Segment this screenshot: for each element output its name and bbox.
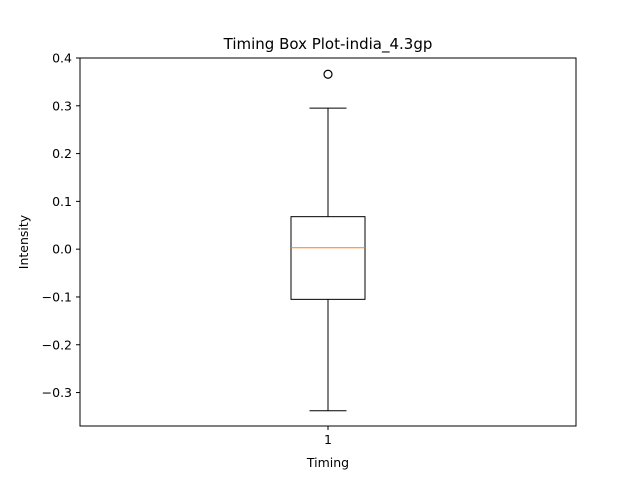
y-axis-ticks: 0.4 0.3 0.2 0.1 0.0 −0.1 −0.2 −0.3 — [42, 51, 80, 400]
outlier-point — [323, 69, 333, 79]
x-axis-ticks: 1 — [324, 426, 332, 447]
interquartile-box — [290, 216, 366, 300]
x-tick-label: 1 — [324, 432, 332, 447]
y-tick-label: 0.2 — [52, 146, 72, 161]
plot-area-frame — [79, 57, 577, 427]
y-tick-label: 0.3 — [52, 98, 72, 113]
chart-title: Timing Box Plot-india_4.3gp — [223, 35, 433, 54]
y-tick-label: 0.4 — [52, 51, 72, 66]
y-tick-label: 0.1 — [52, 194, 72, 209]
y-tick-label: −0.1 — [42, 289, 72, 304]
y-axis-label: Intensity — [16, 214, 31, 269]
y-tick-label: −0.3 — [42, 385, 72, 400]
y-tick-label: −0.2 — [42, 337, 72, 352]
x-axis-label: Timing — [306, 455, 349, 470]
y-tick-label: 0.0 — [52, 242, 72, 257]
plot-marks — [290, 69, 366, 412]
